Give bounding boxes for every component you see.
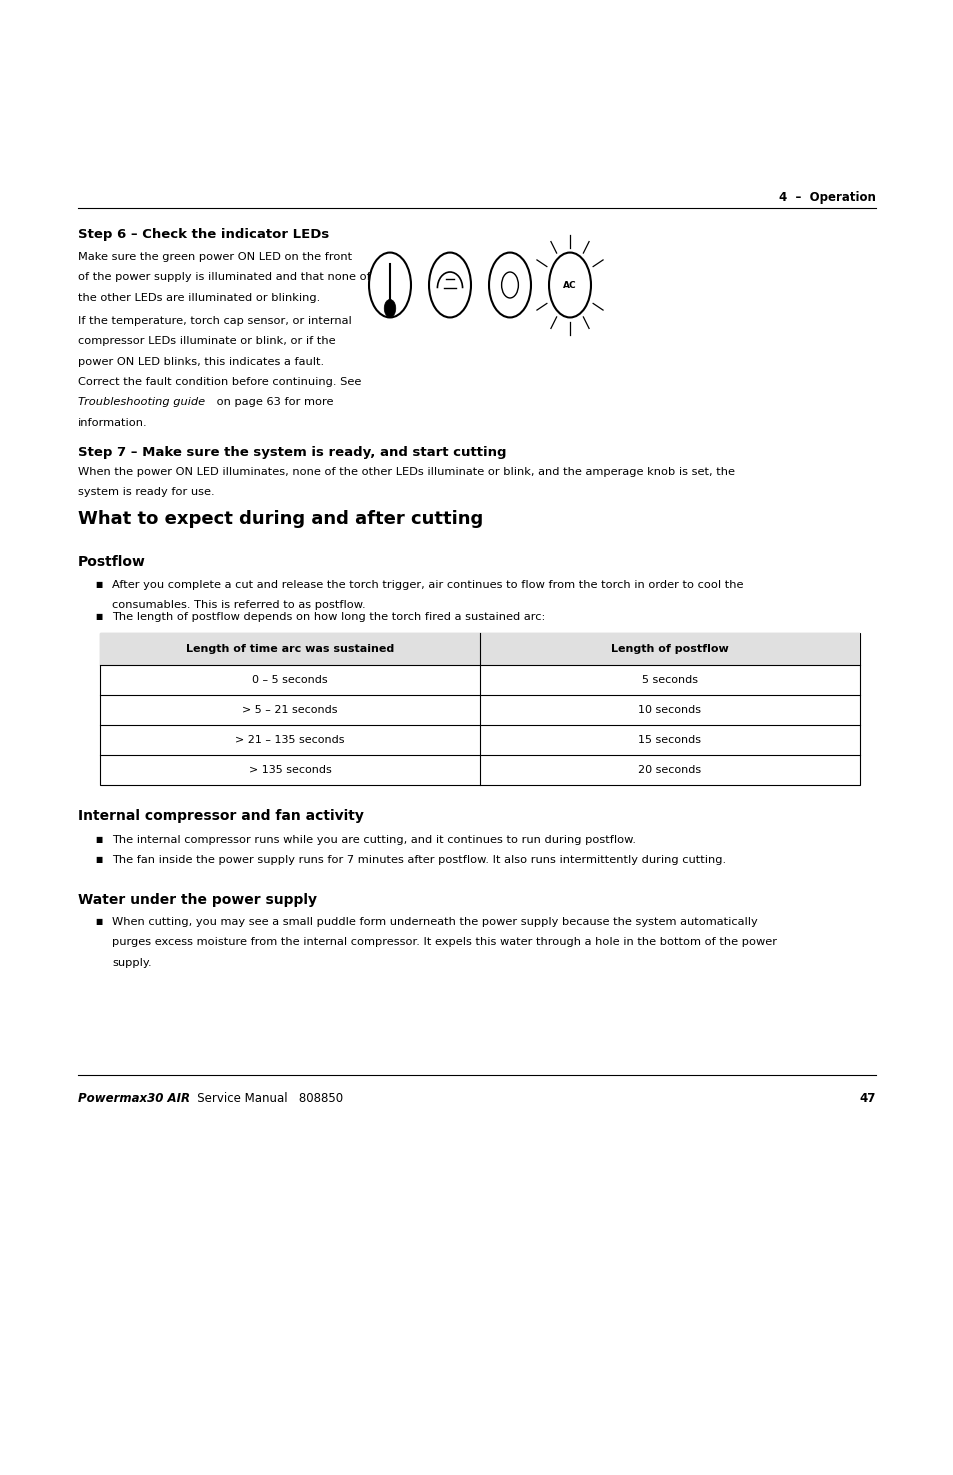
Text: the other LEDs are illuminated or blinking.: the other LEDs are illuminated or blinki… [78, 292, 320, 302]
Text: 15 seconds: 15 seconds [638, 735, 700, 745]
Text: The fan inside the power supply runs for 7 minutes after postflow. It also runs : The fan inside the power supply runs for… [112, 855, 725, 864]
Text: Service Manual   808850: Service Manual 808850 [186, 1092, 342, 1105]
Text: of the power supply is illuminated and that none of: of the power supply is illuminated and t… [78, 273, 371, 282]
Text: on page 63 for more: on page 63 for more [213, 397, 334, 407]
Text: Correct the fault condition before continuing. See: Correct the fault condition before conti… [78, 378, 361, 386]
Text: ■: ■ [95, 612, 102, 621]
Text: consumables. This is referred to as postflow.: consumables. This is referred to as post… [112, 600, 365, 611]
Text: The internal compressor runs while you are cutting, and it continues to run duri: The internal compressor runs while you a… [112, 835, 636, 845]
Ellipse shape [384, 299, 395, 317]
Text: Make sure the green power ON LED on the front: Make sure the green power ON LED on the … [78, 252, 352, 263]
Text: Troubleshooting guide: Troubleshooting guide [78, 397, 205, 407]
Text: If the temperature, torch cap sensor, or internal: If the temperature, torch cap sensor, or… [78, 316, 352, 326]
Text: 20 seconds: 20 seconds [638, 766, 700, 774]
Text: AC: AC [562, 280, 577, 289]
Text: power ON LED blinks, this indicates a fault.: power ON LED blinks, this indicates a fa… [78, 357, 324, 367]
Text: information.: information. [78, 417, 148, 428]
Text: Internal compressor and fan activity: Internal compressor and fan activity [78, 808, 363, 823]
Text: Postflow: Postflow [78, 555, 146, 569]
Text: purges excess moisture from the internal compressor. It expels this water throug: purges excess moisture from the internal… [112, 937, 776, 947]
Text: Water under the power supply: Water under the power supply [78, 892, 316, 907]
Text: ■: ■ [95, 917, 102, 926]
Text: 10 seconds: 10 seconds [638, 705, 700, 715]
Text: system is ready for use.: system is ready for use. [78, 487, 214, 497]
Text: ■: ■ [95, 835, 102, 844]
Bar [100, 633, 859, 785]
Text: When cutting, you may see a small puddle form underneath the power supply becaus: When cutting, you may see a small puddle… [112, 917, 757, 926]
Text: What to expect during and after cutting: What to expect during and after cutting [78, 510, 483, 528]
Text: > 135 seconds: > 135 seconds [249, 766, 331, 774]
Text: Step 6 – Check the indicator LEDs: Step 6 – Check the indicator LEDs [78, 229, 329, 240]
Text: > 21 – 135 seconds: > 21 – 135 seconds [235, 735, 344, 745]
Text: ■: ■ [95, 855, 102, 864]
Text: When the power ON LED illuminates, none of the other LEDs illuminate or blink, a: When the power ON LED illuminates, none … [78, 468, 734, 476]
Bar [100, 633, 859, 665]
Text: > 5 – 21 seconds: > 5 – 21 seconds [242, 705, 337, 715]
Text: compressor LEDs illuminate or blink, or if the: compressor LEDs illuminate or blink, or … [78, 336, 335, 347]
Text: Step 7 – Make sure the system is ready, and start cutting: Step 7 – Make sure the system is ready, … [78, 445, 506, 459]
Text: 47: 47 [859, 1092, 875, 1105]
Text: ■: ■ [95, 580, 102, 589]
Text: supply.: supply. [112, 957, 152, 968]
Text: 0 – 5 seconds: 0 – 5 seconds [252, 676, 328, 684]
Text: After you complete a cut and release the torch trigger, air continues to flow fr: After you complete a cut and release the… [112, 580, 742, 590]
Text: Length of postflow: Length of postflow [611, 645, 728, 653]
Text: Powermax30 AIR: Powermax30 AIR [78, 1092, 190, 1105]
Text: Length of time arc was sustained: Length of time arc was sustained [186, 645, 394, 653]
Text: 4  –  Operation: 4 – Operation [779, 190, 875, 204]
Text: The length of postflow depends on how long the torch fired a sustained arc:: The length of postflow depends on how lo… [112, 612, 545, 622]
Text: 5 seconds: 5 seconds [641, 676, 698, 684]
